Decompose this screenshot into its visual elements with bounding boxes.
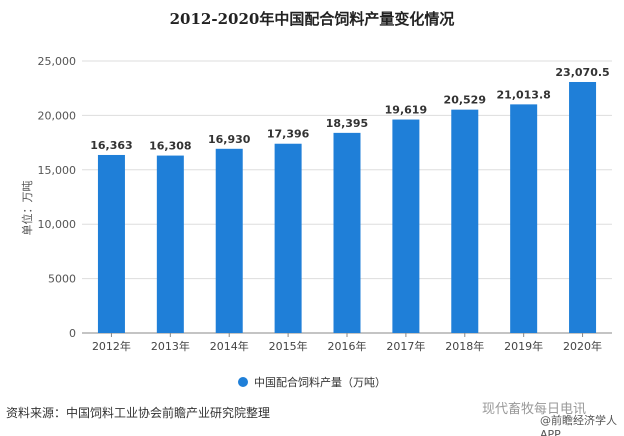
data-label: 17,396 bbox=[267, 128, 310, 141]
bar bbox=[156, 155, 184, 333]
x-tick-label: 2016年 bbox=[328, 339, 367, 353]
x-tick-label: 2017年 bbox=[386, 339, 425, 353]
bar bbox=[215, 148, 243, 333]
bar bbox=[510, 104, 538, 333]
y-tick-label: 10,000 bbox=[38, 218, 77, 231]
y-tick-label: 25,000 bbox=[38, 55, 77, 68]
data-label: 23,070.5 bbox=[555, 66, 609, 79]
x-tick-label: 2015年 bbox=[269, 339, 308, 353]
bar bbox=[97, 154, 125, 333]
y-tick-label: 0 bbox=[69, 327, 76, 340]
bar bbox=[392, 119, 420, 333]
x-tick-label: 2018年 bbox=[445, 339, 484, 353]
y-tick-label: 20,000 bbox=[38, 109, 77, 122]
legend-label: 中国配合饲料产量（万吨） bbox=[254, 376, 386, 389]
y-tick-label: 15,000 bbox=[38, 164, 77, 177]
data-label: 18,395 bbox=[326, 117, 368, 130]
x-tick-label: 2012年 bbox=[92, 339, 131, 353]
data-label: 21,013.8 bbox=[497, 88, 551, 101]
bar bbox=[274, 143, 302, 333]
bar bbox=[333, 132, 361, 333]
x-tick-label: 2014年 bbox=[210, 339, 249, 353]
data-label: 19,619 bbox=[385, 104, 427, 117]
data-label: 16,308 bbox=[149, 140, 191, 153]
watermark-text: 现代畜牧每日电讯 bbox=[482, 402, 587, 417]
source-note: 资料来源：中国饲料工业协会前瞻产业研究院整理 bbox=[6, 406, 271, 420]
legend-marker bbox=[238, 377, 248, 387]
data-label: 20,529 bbox=[444, 94, 486, 107]
data-label: 16,363 bbox=[90, 139, 132, 152]
bar bbox=[569, 81, 597, 334]
x-tick-label: 2020年 bbox=[563, 339, 602, 353]
bar bbox=[451, 109, 479, 334]
legend: 中国配合饲料产量（万吨） bbox=[0, 374, 624, 390]
y-tick-label: 5000 bbox=[48, 273, 76, 286]
data-label: 16,930 bbox=[208, 133, 251, 146]
watermark-app: @前瞻经济学人APP bbox=[540, 414, 617, 436]
chart-title: 2012-2020年中国配合饲料产量变化情况 bbox=[169, 10, 455, 28]
x-tick-label: 2019年 bbox=[504, 339, 543, 353]
x-tick-label: 2013年 bbox=[151, 339, 190, 353]
